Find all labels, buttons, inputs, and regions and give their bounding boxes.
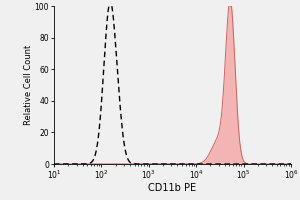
X-axis label: CD11b PE: CD11b PE: [148, 183, 196, 193]
Y-axis label: Relative Cell Count: Relative Cell Count: [24, 45, 33, 125]
